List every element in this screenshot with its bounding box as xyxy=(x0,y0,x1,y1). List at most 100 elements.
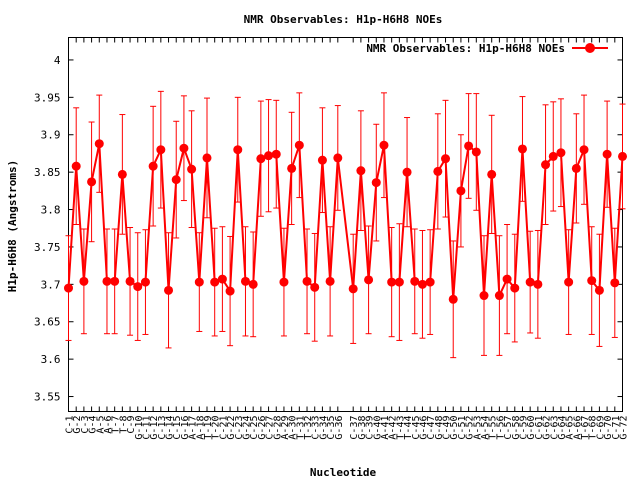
data-point xyxy=(618,151,627,161)
x-tick-label: A-65 xyxy=(565,416,576,440)
x-tick-label: C-1 xyxy=(65,416,76,434)
x-tick-label: G-72 xyxy=(619,416,630,440)
y-tick-label: 3.75 xyxy=(34,241,61,254)
x-tick-label: T-43 xyxy=(395,416,406,440)
x-tick-label: C-61 xyxy=(534,416,545,440)
data-point xyxy=(587,276,597,286)
data-point xyxy=(548,151,558,161)
data-point xyxy=(71,161,81,171)
data-point xyxy=(94,139,104,149)
data-point xyxy=(148,161,158,171)
x-tick-label: C-33 xyxy=(311,416,322,440)
data-point xyxy=(87,177,97,187)
data-points xyxy=(64,139,627,304)
x-tick-label: A-5 xyxy=(95,416,106,434)
x-tick-label: G-70 xyxy=(603,416,614,440)
x-tick-label: T-67 xyxy=(580,416,591,440)
x-tick-label: G-24 xyxy=(241,416,252,440)
x-tick-label: T-56 xyxy=(495,416,506,440)
x-tick-label: G-28 xyxy=(272,416,283,440)
data-point xyxy=(164,285,174,295)
data-point xyxy=(394,277,404,287)
x-tick-label: C-45 xyxy=(411,416,422,440)
x-tick-label: T-8 xyxy=(118,416,129,434)
data-point xyxy=(202,153,212,163)
data-point xyxy=(456,186,466,196)
data-point xyxy=(110,276,120,286)
data-point xyxy=(371,178,381,188)
data-point xyxy=(479,291,489,301)
x-tick-label: C-21 xyxy=(218,416,229,440)
legend: NMR Observables: H1p-H6H8 NOEs xyxy=(366,42,608,55)
data-point xyxy=(294,140,304,150)
data-point xyxy=(302,276,312,286)
data-point xyxy=(271,149,281,159)
data-point xyxy=(125,276,135,286)
data-point xyxy=(133,282,143,292)
data-point xyxy=(556,148,566,158)
x-tick-label: C-9 xyxy=(126,416,137,434)
x-tick-label: A-6 xyxy=(103,416,114,434)
x-tick-label: G-16 xyxy=(180,416,191,440)
plot-area: 3.553.63.653.73.753.83.853.93.954 C-1G-2… xyxy=(34,37,630,440)
data-point xyxy=(264,151,274,161)
x-tick-label: C-47 xyxy=(426,416,437,440)
x-tick-label: C-63 xyxy=(549,416,560,440)
data-point xyxy=(102,276,112,286)
x-tick-label: C-59 xyxy=(518,416,529,440)
y-tick-label: 3.9 xyxy=(41,129,61,142)
data-point xyxy=(594,285,604,295)
data-point xyxy=(379,140,389,150)
data-point xyxy=(279,277,289,287)
y-tick-label: 3.55 xyxy=(34,391,61,404)
x-tick-label: A-54 xyxy=(480,416,491,440)
x-tick-label: G-62 xyxy=(542,416,553,440)
data-point xyxy=(156,145,166,155)
data-point xyxy=(217,274,227,284)
x-tick-label: G-12 xyxy=(149,416,160,440)
x-tick-label: C-37 xyxy=(349,416,360,440)
data-point xyxy=(417,279,427,289)
y-tick-label: 3.65 xyxy=(34,316,61,329)
x-tick-label: G-46 xyxy=(418,416,429,440)
x-tick-label: G-60 xyxy=(526,416,537,440)
x-tick-label: C-39 xyxy=(365,416,376,440)
x-tick-label: C-35 xyxy=(326,416,337,440)
x-tick-label: C-23 xyxy=(234,416,245,440)
data-point xyxy=(179,143,189,153)
x-tick-label: A-29 xyxy=(280,416,291,440)
data-point xyxy=(171,175,181,185)
data-point xyxy=(525,277,535,287)
y-tick-label: 3.7 xyxy=(41,278,61,291)
x-tick-label: G-64 xyxy=(557,416,568,440)
x-tick-label: G-36 xyxy=(334,416,345,440)
data-point xyxy=(579,145,589,155)
x-tick-label: C-25 xyxy=(249,416,260,440)
data-point xyxy=(510,283,520,293)
data-point xyxy=(487,169,497,179)
data-point xyxy=(348,284,358,294)
x-tick-label: G-26 xyxy=(257,416,268,440)
data-point xyxy=(187,164,197,174)
x-axis-label: Nucleotide xyxy=(310,466,377,479)
x-tick-label: G-22 xyxy=(226,416,237,440)
x-tick-label: A-30 xyxy=(288,416,299,440)
x-tick-label: A-42 xyxy=(388,416,399,440)
data-point xyxy=(448,294,458,304)
x-tick-label: C-27 xyxy=(265,416,276,440)
x-tick-label: G-14 xyxy=(165,416,176,440)
y-tick-label: 3.95 xyxy=(34,91,61,104)
data-point xyxy=(602,149,612,159)
x-tick-label: C-49 xyxy=(442,416,453,440)
x-tick-label: G-48 xyxy=(434,416,445,440)
chart-title: NMR Observables: H1p-H6H8 NOEs xyxy=(244,13,443,26)
data-point xyxy=(310,282,320,292)
x-tick-label: T-20 xyxy=(211,416,222,440)
y-tick-label: 3.6 xyxy=(41,353,61,366)
y-tick-label: 3.8 xyxy=(41,204,61,217)
x-tick-label: T-32 xyxy=(303,416,314,440)
x-tick-label: T-31 xyxy=(295,416,306,440)
data-point xyxy=(225,286,235,296)
x-tick-label: A-53 xyxy=(472,416,483,440)
